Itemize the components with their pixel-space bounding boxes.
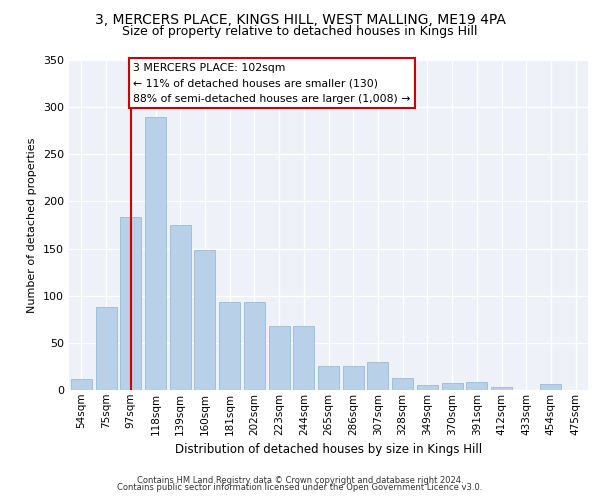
Bar xyxy=(541,384,562,390)
Bar xyxy=(491,387,512,390)
Bar xyxy=(71,378,92,390)
Bar xyxy=(244,302,265,390)
Bar xyxy=(343,366,364,390)
Bar xyxy=(466,382,487,390)
Bar xyxy=(417,386,438,390)
Bar xyxy=(293,326,314,390)
Text: Contains HM Land Registry data © Crown copyright and database right 2024.: Contains HM Land Registry data © Crown c… xyxy=(137,476,463,485)
Text: 3 MERCERS PLACE: 102sqm
← 11% of detached houses are smaller (130)
88% of semi-d: 3 MERCERS PLACE: 102sqm ← 11% of detache… xyxy=(133,63,410,104)
Text: Size of property relative to detached houses in Kings Hill: Size of property relative to detached ho… xyxy=(122,25,478,38)
Text: 3, MERCERS PLACE, KINGS HILL, WEST MALLING, ME19 4PA: 3, MERCERS PLACE, KINGS HILL, WEST MALLI… xyxy=(95,12,505,26)
Bar xyxy=(145,116,166,390)
Bar xyxy=(194,250,215,390)
Bar xyxy=(367,362,388,390)
Bar xyxy=(170,225,191,390)
Bar xyxy=(442,384,463,390)
Bar xyxy=(95,307,116,390)
X-axis label: Distribution of detached houses by size in Kings Hill: Distribution of detached houses by size … xyxy=(175,443,482,456)
Bar xyxy=(219,302,240,390)
Bar xyxy=(392,378,413,390)
Bar xyxy=(269,326,290,390)
Bar xyxy=(318,366,339,390)
Bar xyxy=(120,218,141,390)
Y-axis label: Number of detached properties: Number of detached properties xyxy=(28,138,37,312)
Text: Contains public sector information licensed under the Open Government Licence v3: Contains public sector information licen… xyxy=(118,484,482,492)
